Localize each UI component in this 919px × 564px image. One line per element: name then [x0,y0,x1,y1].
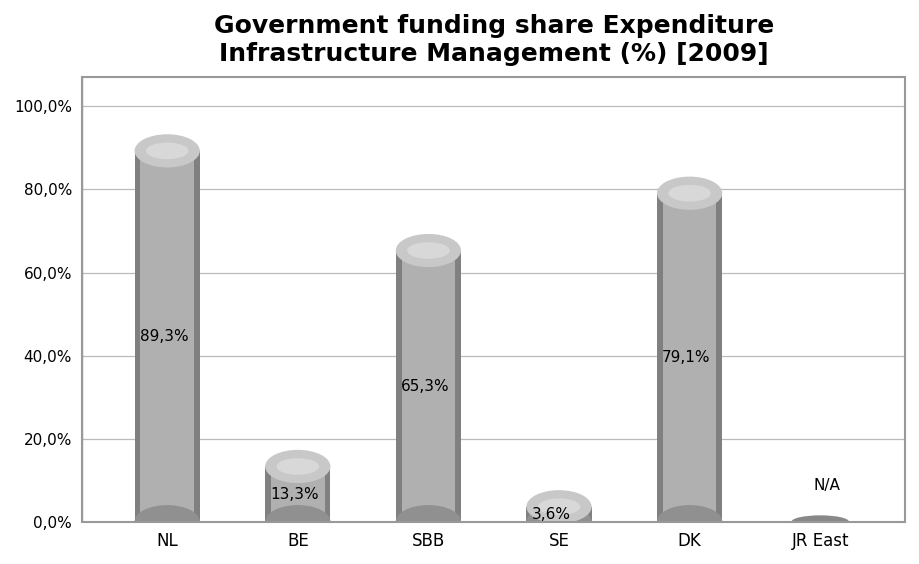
Ellipse shape [396,505,461,538]
Bar [194,151,199,522]
Bar [532,506,585,522]
Bar [271,466,324,522]
Bar [717,193,722,522]
Text: N/A: N/A [813,478,840,492]
Ellipse shape [791,515,849,528]
Ellipse shape [407,242,449,259]
Bar [134,151,141,522]
Bar [266,466,271,522]
Bar [141,151,194,522]
Bar [324,466,331,522]
Title: Government funding share Expenditure
Infrastructure Management (%) [2009]: Government funding share Expenditure Inf… [213,14,774,65]
Bar [527,506,532,522]
Ellipse shape [277,458,319,475]
Ellipse shape [538,499,580,515]
Ellipse shape [266,505,331,538]
Bar [585,506,592,522]
Bar [455,250,461,522]
Bar [83,77,905,522]
Bar [657,193,663,522]
Bar [663,193,717,522]
Text: 3,6%: 3,6% [531,506,571,522]
Ellipse shape [668,185,710,201]
Text: 89,3%: 89,3% [140,329,188,344]
Ellipse shape [527,505,592,538]
Ellipse shape [134,505,199,538]
Ellipse shape [266,450,331,483]
Text: 65,3%: 65,3% [401,378,449,394]
Ellipse shape [396,234,461,267]
Ellipse shape [657,177,722,210]
Text: 79,1%: 79,1% [663,350,710,365]
Bar [402,250,455,522]
Text: 13,3%: 13,3% [270,487,319,501]
Polygon shape [83,522,919,540]
Ellipse shape [134,134,199,168]
Bar [396,250,402,522]
Ellipse shape [527,490,592,523]
Ellipse shape [146,143,188,159]
Ellipse shape [657,505,722,538]
